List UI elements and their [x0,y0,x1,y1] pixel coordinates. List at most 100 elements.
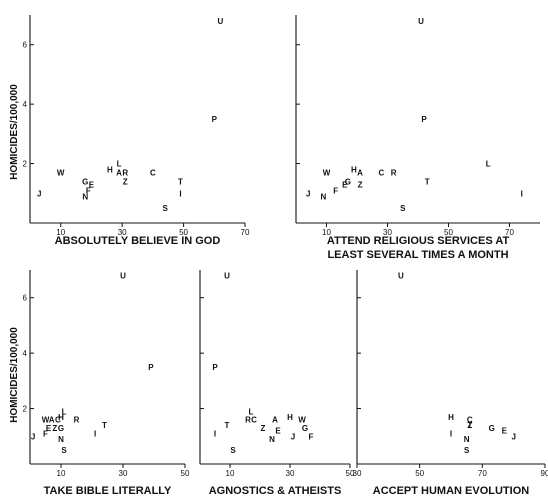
panel-4: 10 30 50 U P LR C A H W T Z E G I J F N S AGNOSTICS & ATHEI… [199,270,355,497]
point-G: G [302,424,308,433]
point-C: C [55,416,61,425]
x-tick-label: 30 [353,469,362,478]
point-G: G [58,424,64,433]
point-A: A [116,168,122,177]
point-I: I [94,430,96,439]
point-U: U [120,272,126,281]
point-H: H [448,413,454,422]
x-tick-label: 10 [57,469,66,478]
point-W: W [57,168,65,177]
point-F: F [333,186,338,195]
point-Z: Z [52,424,57,433]
panel-3: 2 4 6 10 30 50 U P L W A HC R E Z G F TI J NS TAKE BIBLE LIT… [23,270,190,497]
x-tick-label: 10 [322,228,331,237]
point-P: P [421,115,427,124]
x-axis-label: ACCEPT HUMAN EVOLUTION [373,485,530,497]
panel-2: 10 30 50 70 U P W H A C R L G Z EFN J T I S ATTEND RELIGIOU… [295,15,540,261]
point-S: S [162,204,168,213]
point-E: E [275,427,281,436]
x-axis-label: ABSOLUTELY BELIEVE IN GOD [55,235,221,247]
point-J: J [291,432,295,441]
y-tick-label: 2 [23,160,28,169]
point-T: T [178,177,183,186]
point-P: P [212,115,218,124]
point-C: C [150,168,156,177]
x-axis-label: ATTEND RELIGIOUS SERVICES AT [327,235,510,247]
point-W: W [323,168,331,177]
point-A: A [357,168,363,177]
point-C: C [379,168,385,177]
point-W: W [298,416,306,425]
x-tick-label: 30 [286,469,295,478]
point-F: F [43,430,48,439]
point-L: L [249,407,254,416]
point-N: N [321,192,327,201]
point-W: W [42,416,50,425]
point-P: P [212,363,218,372]
x-tick-label: 90 [541,469,548,478]
x-tick-label: 70 [505,228,514,237]
point-R: R [74,416,80,425]
x-tick-label: 70 [478,469,487,478]
point-U: U [418,17,424,26]
point-I: I [450,430,452,439]
point-E: E [46,424,52,433]
point-F: F [309,432,314,441]
point-I: I [214,430,216,439]
point-T: T [102,421,107,430]
point-Z: Z [467,421,472,430]
point-G: G [345,177,351,186]
point-H: H [107,166,113,175]
point-S: S [230,446,236,455]
y-axis-label-bottom: HOMICIDES/100,000 [9,327,20,423]
x-tick-label: 50 [444,228,453,237]
point-N: N [269,435,275,444]
point-G: G [82,177,88,186]
point-A: A [272,416,278,425]
point-I: I [179,189,181,198]
point-T: T [425,177,430,186]
point-I: I [521,189,523,198]
x-axis-label: AGNOSTICS & ATHEISTS [209,485,342,497]
point-N: N [82,192,88,201]
x-tick-label: 30 [383,228,392,237]
x-tick-label: 50 [346,469,355,478]
point-A: A [49,416,55,425]
point-Z: Z [261,424,266,433]
point-L: L [486,160,491,169]
point-R: R [245,416,251,425]
x-tick-label: 30 [118,228,127,237]
point-C: C [467,416,473,425]
point-L: L [62,407,67,416]
panel-1: 2 4 6 10 30 50 70 U P W HLA R C G EFN Z TI J S ABSOLUTELY B… [23,15,250,247]
point-S: S [464,446,470,455]
x-tick-label: 10 [56,228,65,237]
point-E: E [342,180,348,189]
x-axis-label: TAKE BIBLE LITERALLY [44,485,172,497]
panel-5: 30 50 70 90 U H CZT G EJ I NS ACCEPT HUMAN EVOLUTIO… [353,270,548,497]
point-S: S [61,446,67,455]
x-tick-label: 30 [119,469,128,478]
y-tick-label: 6 [23,294,28,303]
x-tick-label: 50 [181,469,190,478]
point-L: L [117,160,122,169]
y-tick-label: 4 [23,100,28,109]
point-J: J [511,432,515,441]
point-H: H [351,166,357,175]
point-U: U [224,272,230,281]
point-J: J [31,432,35,441]
x-axis-label: LEAST SEVERAL TIMES A MONTH [327,249,508,261]
point-U: U [218,17,224,26]
point-Z: Z [123,177,128,186]
y-tick-label: 4 [23,349,28,358]
point-P: P [148,363,154,372]
point-Z: Z [358,180,363,189]
x-tick-label: 50 [415,469,424,478]
point-N: N [464,435,470,444]
y-tick-label: 6 [23,41,28,50]
point-R: R [122,168,128,177]
point-T: T [467,421,472,430]
point-H: H [287,413,293,422]
